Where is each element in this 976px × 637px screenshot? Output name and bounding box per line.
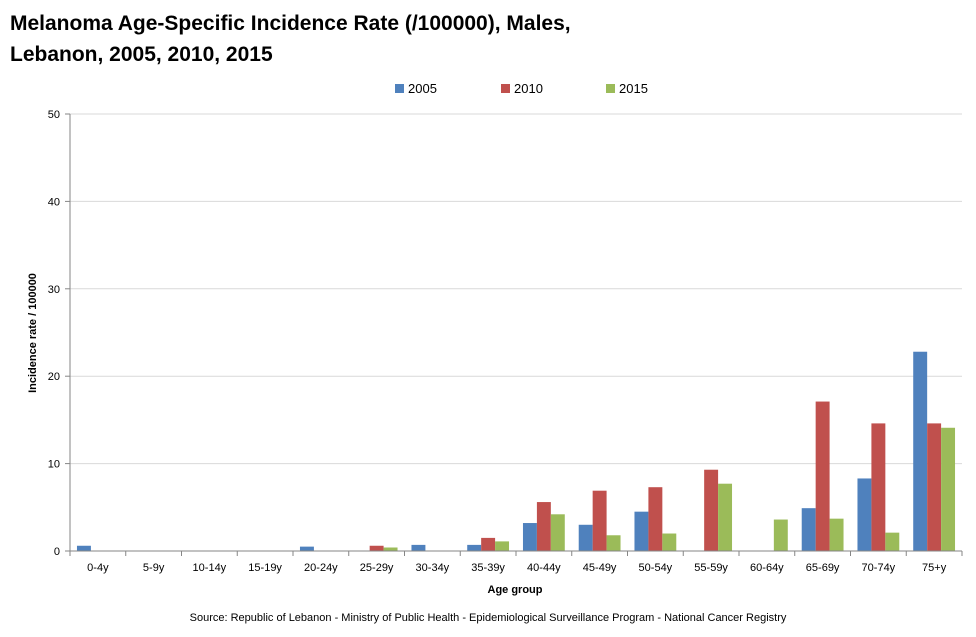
x-tick-label-15-19y: 15-19y — [248, 562, 282, 574]
x-tick-label-45-49y: 45-49y — [583, 562, 617, 574]
y-tick-label-50: 50 — [48, 109, 60, 121]
x-axis-label: Age group — [488, 584, 543, 596]
x-tick-label-25-29y: 25-29y — [360, 562, 394, 574]
bar-2015-70-74y — [885, 532, 900, 551]
x-tick-label-35-39y: 35-39y — [471, 562, 505, 574]
legend-label-2005: 2005 — [408, 81, 437, 96]
y-tick-labels: 0 10 20 30 40 50 — [48, 109, 60, 558]
bar-2015-50-54y — [662, 533, 677, 551]
legend-label-2010: 2010 — [514, 81, 543, 96]
bars — [76, 351, 956, 551]
bar-2010-25-29y — [369, 545, 384, 551]
chart-title-line-2: Lebanon, 2005, 2010, 2015 — [10, 43, 273, 66]
x-tick-label-65-69y: 65-69y — [806, 562, 840, 574]
bar-2015-75+y — [941, 427, 956, 551]
bar-2015-55-59y — [718, 483, 733, 551]
x-tick-label-60-64y: 60-64y — [750, 562, 784, 574]
legend-label-2015: 2015 — [619, 81, 648, 96]
x-tick-label-75+y: 75+y — [922, 562, 947, 574]
bar-2010-35-39y — [481, 537, 496, 551]
y-tick-label-30: 30 — [48, 284, 60, 296]
bar-2010-65-69y — [815, 401, 830, 551]
bar-2005-45-49y — [578, 524, 593, 551]
x-tick-label-10-14y: 10-14y — [193, 562, 227, 574]
bar-2005-0-4y — [76, 545, 91, 551]
y-tick-label-40: 40 — [48, 196, 60, 208]
bar-2015-60-64y — [773, 519, 788, 551]
bar-2015-25-29y — [383, 547, 398, 551]
legend: 2005 2010 2015 — [395, 81, 648, 96]
x-tick-label-70-74y: 70-74y — [862, 562, 896, 574]
chart-title-line-1: Melanoma Age-Specific Incidence Rate (/1… — [10, 12, 571, 35]
bar-2010-70-74y — [871, 423, 886, 551]
chart-title: Melanoma Age-Specific Incidence Rate (/1… — [10, 8, 630, 70]
bar-2005-20-24y — [299, 546, 314, 551]
bar-2005-65-69y — [801, 508, 816, 551]
bar-2005-50-54y — [634, 511, 649, 551]
bar-2005-30-34y — [411, 544, 426, 551]
bar-2010-75+y — [927, 423, 942, 551]
y-tick-label-20: 20 — [48, 371, 60, 383]
x-tick-label-50-54y: 50-54y — [639, 562, 673, 574]
bar-2015-45-49y — [606, 535, 621, 551]
legend-swatch-2015 — [606, 84, 615, 93]
source-note: Source: Republic of Lebanon - Ministry o… — [189, 612, 787, 624]
x-tick-label-40-44y: 40-44y — [527, 562, 561, 574]
y-tick-label-0: 0 — [54, 546, 60, 558]
x-tick-labels: 0-4y 5-9y 10-14y 15-19y 20-24y 25-29y 30-34y 35… — [69, 551, 963, 574]
x-tick-label-30-34y: 30-34y — [416, 562, 450, 574]
x-tick-label-5-9y: 5-9y — [143, 562, 165, 574]
bar-2010-45-49y — [592, 490, 607, 551]
bar-2015-40-44y — [550, 514, 565, 551]
bar-2005-35-39y — [467, 544, 482, 551]
gridlines — [65, 113, 962, 552]
x-tick-label-0-4y: 0-4y — [87, 562, 109, 574]
y-tick-label-10: 10 — [48, 459, 60, 471]
bar-2015-65-69y — [829, 518, 844, 551]
legend-swatch-2005 — [395, 84, 404, 93]
y-axis-label: Incidence rate / 100000 — [27, 273, 39, 393]
bar-2010-50-54y — [648, 487, 663, 551]
legend-swatch-2010 — [501, 84, 510, 93]
bar-2010-55-59y — [704, 469, 719, 551]
bar-2005-70-74y — [857, 478, 872, 551]
bar-2015-35-39y — [495, 541, 510, 551]
bar-2010-40-44y — [536, 502, 551, 551]
x-tick-label-20-24y: 20-24y — [304, 562, 338, 574]
bar-2005-75+y — [913, 351, 928, 551]
bar-2005-40-44y — [522, 523, 537, 551]
x-tick-label-55-59y: 55-59y — [694, 562, 728, 574]
